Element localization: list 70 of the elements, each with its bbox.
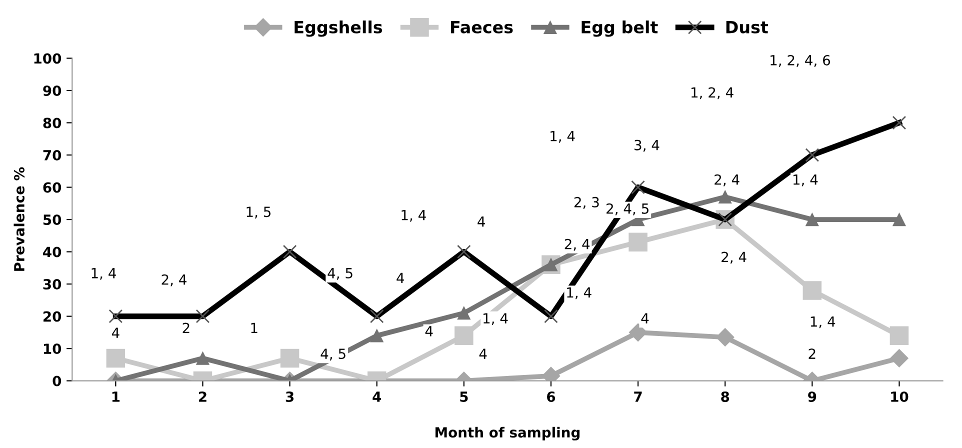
x-tick-label: 6: [547, 391, 556, 402]
annotation: 2, 3: [574, 196, 599, 209]
point: [628, 323, 648, 342]
x-tick-label: 8: [721, 391, 730, 402]
y-tick-label: 100: [34, 53, 62, 64]
annotation: 1, 2, 4, 6: [770, 54, 830, 67]
annotation: 4: [396, 272, 404, 284]
annotation: 4: [112, 328, 120, 338]
annotation: 1, 4: [793, 174, 818, 186]
annotation: 4, 5: [328, 268, 352, 280]
legend-label: Faeces: [451, 21, 513, 34]
point: [716, 328, 734, 346]
y-tick-label: 20: [44, 311, 62, 322]
y-tick-label: 40: [43, 246, 62, 258]
annotation: 4, 5: [320, 348, 346, 360]
annotation: 2, 4: [722, 252, 746, 264]
x-tick-label: 2: [199, 391, 206, 402]
legend-label: Dust: [726, 21, 768, 34]
point: [890, 349, 908, 368]
point: [370, 329, 384, 342]
x-tick-label: 9: [808, 391, 816, 402]
annotation: 1, 4: [810, 316, 836, 328]
y-tick-label: 70: [43, 150, 62, 160]
point: [718, 190, 732, 204]
annotation: 1, 4: [484, 313, 508, 325]
annotation: 1, 4: [550, 130, 575, 143]
y-tick-label: 10: [44, 344, 62, 354]
annotation: 4: [425, 326, 433, 336]
point: [106, 348, 126, 368]
annotation: 2, 4, 5: [606, 203, 648, 216]
annotation: 1, 4: [402, 210, 426, 222]
annotation: 4: [641, 313, 649, 324]
y-tick-label: 50: [43, 214, 62, 225]
annotation: 4: [478, 216, 485, 227]
annotation: 2: [182, 322, 190, 334]
point: [806, 212, 819, 226]
x-tick-label: 5: [460, 392, 468, 402]
annotation: 1, 4: [92, 268, 116, 280]
legend-label: Eggshells: [294, 20, 382, 37]
point: [457, 306, 471, 320]
point: [892, 212, 906, 226]
annotation: 1, 5: [246, 206, 270, 219]
point: [890, 326, 909, 346]
annotation: 2, 4: [714, 174, 740, 186]
annotation: 2: [808, 348, 816, 359]
x-tick-label: 10: [891, 391, 908, 402]
y-tick-label: 30: [43, 279, 62, 290]
x-tick-label: 3: [286, 391, 294, 402]
y-tick-label: 0: [52, 376, 62, 386]
annotation: 2, 4: [162, 274, 186, 286]
x-tick-label: 4: [372, 392, 382, 402]
x-tick-label: 7: [634, 392, 642, 402]
annotation: 2, 4: [564, 238, 590, 251]
point: [196, 352, 210, 365]
x-tick-label: 1: [112, 392, 120, 402]
y-tick-label: 90: [43, 85, 62, 96]
y-tick-label: 80: [43, 118, 62, 128]
annotation: 1: [251, 322, 258, 334]
y-tick-label: 60: [43, 182, 62, 193]
point: [454, 326, 474, 346]
point: [280, 348, 300, 368]
annotation: 1, 4: [567, 287, 592, 300]
annotation: 1, 2, 4: [691, 87, 734, 100]
point: [802, 281, 822, 300]
annotation: 4: [479, 348, 487, 359]
y-axis-title: Prevalence %: [14, 167, 24, 271]
annotation: 3, 4: [634, 140, 660, 152]
x-axis-title: Month of sampling: [436, 426, 580, 440]
legend-label: Egg belt: [582, 20, 658, 37]
point: [628, 232, 648, 252]
